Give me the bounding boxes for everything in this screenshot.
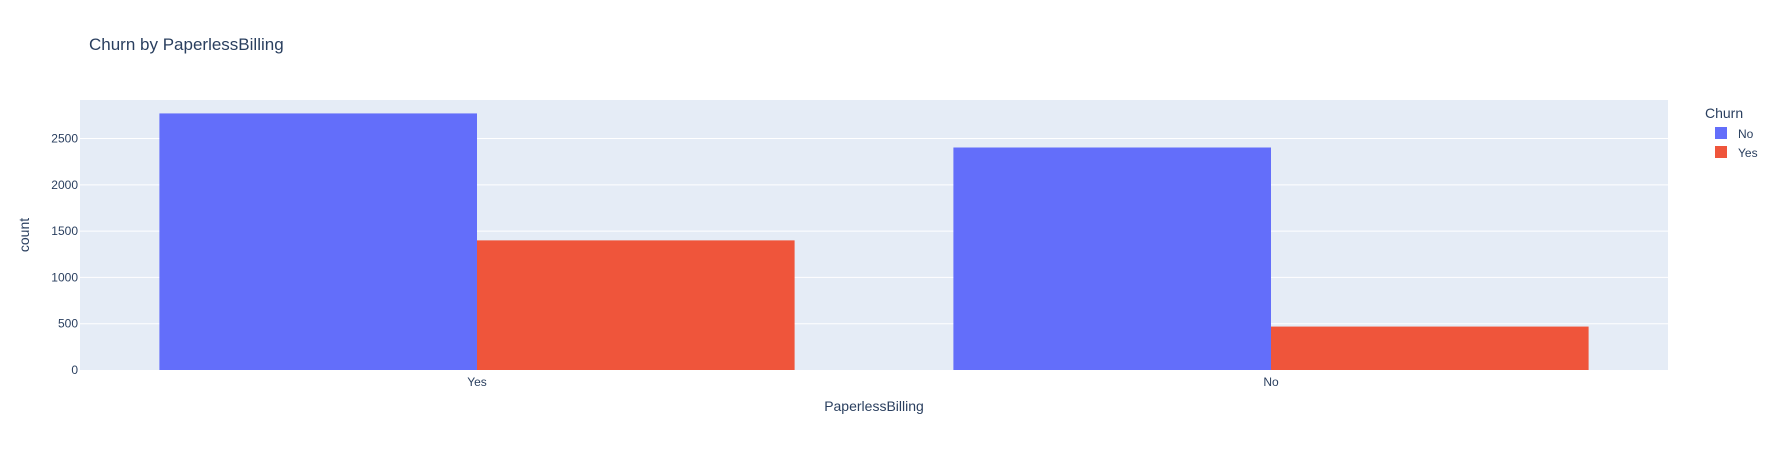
x-tick-labels: Yes No <box>467 375 1279 389</box>
legend-label: No <box>1738 127 1754 141</box>
legend-label: Yes <box>1738 146 1758 160</box>
y-tick-label: 1000 <box>51 270 78 284</box>
y-tick-label: 0 <box>71 363 78 377</box>
legend-title: Churn <box>1705 105 1743 121</box>
y-tick-label: 1500 <box>51 224 78 238</box>
x-axis-label: PaperlessBilling <box>824 398 924 414</box>
chart-title: Churn by PaperlessBilling <box>89 35 284 54</box>
bar-yes-churn-no <box>159 113 477 370</box>
y-tick-labels: 0 500 1000 1500 2000 2500 <box>51 132 78 377</box>
bar-no-churn-yes <box>1271 326 1589 370</box>
y-axis-label: count <box>16 218 32 252</box>
x-tick-label: Yes <box>467 375 487 389</box>
y-tick-label: 2500 <box>51 132 78 146</box>
bar-no-churn-no <box>953 147 1271 370</box>
legend: Churn No Yes <box>1705 105 1758 160</box>
bar-yes-churn-yes <box>477 240 795 370</box>
y-tick-label: 2000 <box>51 178 78 192</box>
legend-swatch <box>1715 146 1727 158</box>
bars <box>159 113 1589 370</box>
legend-swatch <box>1715 127 1727 139</box>
x-tick-label: No <box>1263 375 1279 389</box>
y-tick-label: 500 <box>58 317 78 331</box>
